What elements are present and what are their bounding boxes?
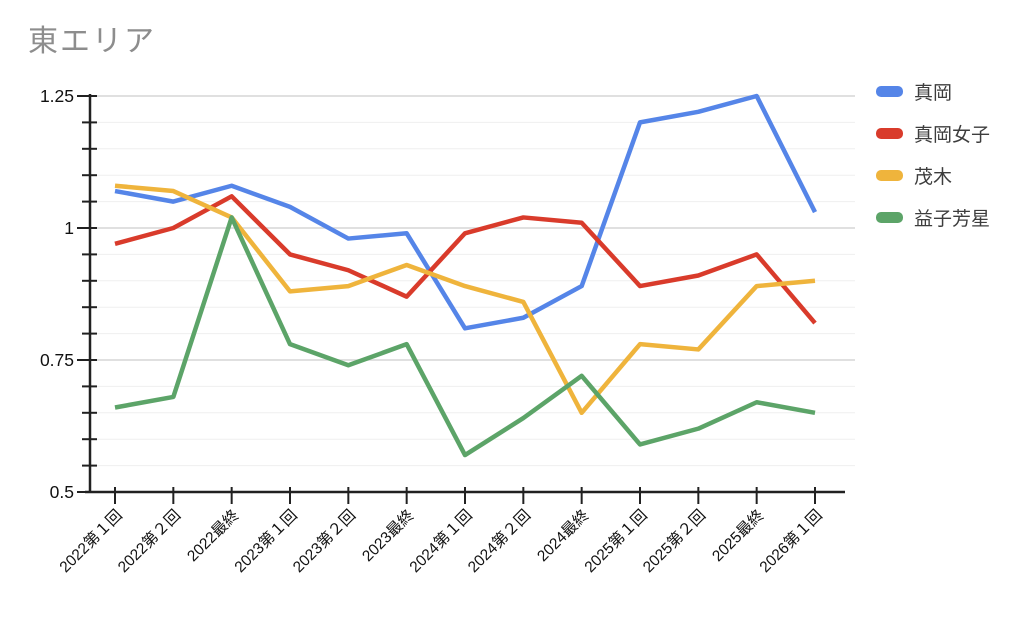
legend-swatch-icon <box>876 85 903 97</box>
series-line-益子芳星 <box>114 215 816 458</box>
y-tick-label: 0.75 <box>40 350 74 370</box>
x-tick-label: 2022最終 <box>183 506 242 565</box>
x-tick-label: 2024最終 <box>533 506 592 565</box>
series-line-茂木 <box>114 183 816 416</box>
y-tick-label: 1.25 <box>40 86 74 106</box>
series-line-真岡女子 <box>114 194 817 325</box>
legend-item: 茂木 <box>876 154 990 196</box>
x-tick-label: 2023第２回 <box>289 506 359 576</box>
legend-swatch-icon <box>876 169 903 181</box>
y-tick-label: 1 <box>64 218 74 238</box>
legend-swatch-icon <box>876 127 903 139</box>
legend-label: 真岡女子 <box>914 124 991 146</box>
y-tick-label: 0.5 <box>50 482 74 502</box>
legend-label: 茂木 <box>914 166 953 188</box>
legend-item: 真岡 <box>876 70 990 112</box>
x-tick-label: 2023最終 <box>358 506 417 565</box>
legend-label: 益子芳星 <box>914 208 991 230</box>
series-line-真岡 <box>114 93 818 331</box>
legend-item: 真岡女子 <box>876 112 990 154</box>
x-tick-label: 2025最終 <box>708 506 767 565</box>
legend-swatch-icon <box>876 211 903 223</box>
x-tick-label: 2024第２回 <box>464 506 534 576</box>
chart-title: 東エリア <box>28 25 156 58</box>
legend-label: 真岡 <box>914 82 953 104</box>
chart-legend: 真岡 真岡女子 茂木 益子芳星 <box>876 70 990 238</box>
x-tick-label: 2026第１回 <box>756 506 826 576</box>
x-tick-label: 2022第２回 <box>114 506 184 576</box>
x-tick-label: 2025第２回 <box>639 506 709 576</box>
legend-item: 益子芳星 <box>876 196 990 238</box>
